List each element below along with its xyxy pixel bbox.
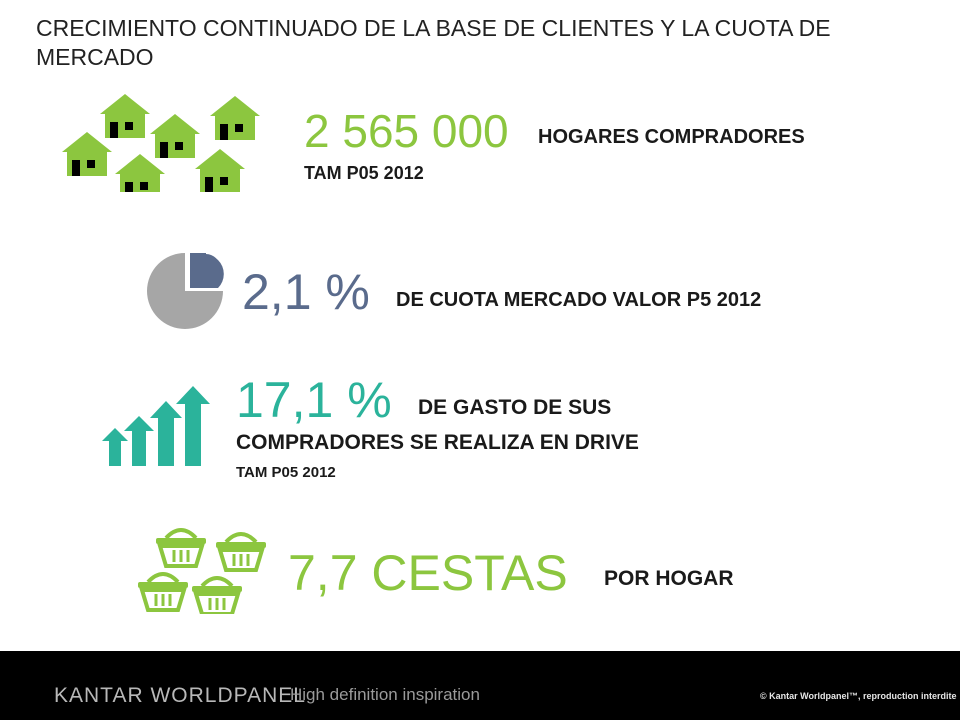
tagline: High definition inspiration [290,685,480,704]
drive-spend-label-line1: DE GASTO DE SUS [418,396,612,419]
brand-logo: KANTAR WORLDPANEL [54,684,306,707]
page-title: CRECIMIENTO CONTINUADO DE LA BASE DE CLI… [36,15,831,70]
market-share-value: 2,1 % [242,264,370,320]
pie-share-icon [147,253,224,329]
baskets-value: 7,7 CESTAS [288,545,568,601]
baskets-icon [136,528,268,614]
footer-bar: KANTAR WORLDPANEL High definition inspir… [0,651,960,720]
drive-spend-period: TAM P05 2012 [236,464,336,481]
houses-icon [62,94,260,192]
market-share-label: DE CUOTA MERCADO VALOR P5 2012 [396,289,762,311]
growth-arrows-icon [102,386,210,466]
households-value: 2 565 000 [304,105,509,157]
households-period: TAM P05 2012 [304,163,424,183]
drive-spend-value: 17,1 % [236,372,392,428]
copyright: © Kantar Worldpanel™, reproduction inter… [760,691,957,701]
households-label: HOGARES COMPRADORES [538,126,805,148]
baskets-label: POR HOGAR [604,567,734,590]
drive-spend-label-line2: COMPRADORES SE REALIZA EN DRIVE [236,431,639,454]
